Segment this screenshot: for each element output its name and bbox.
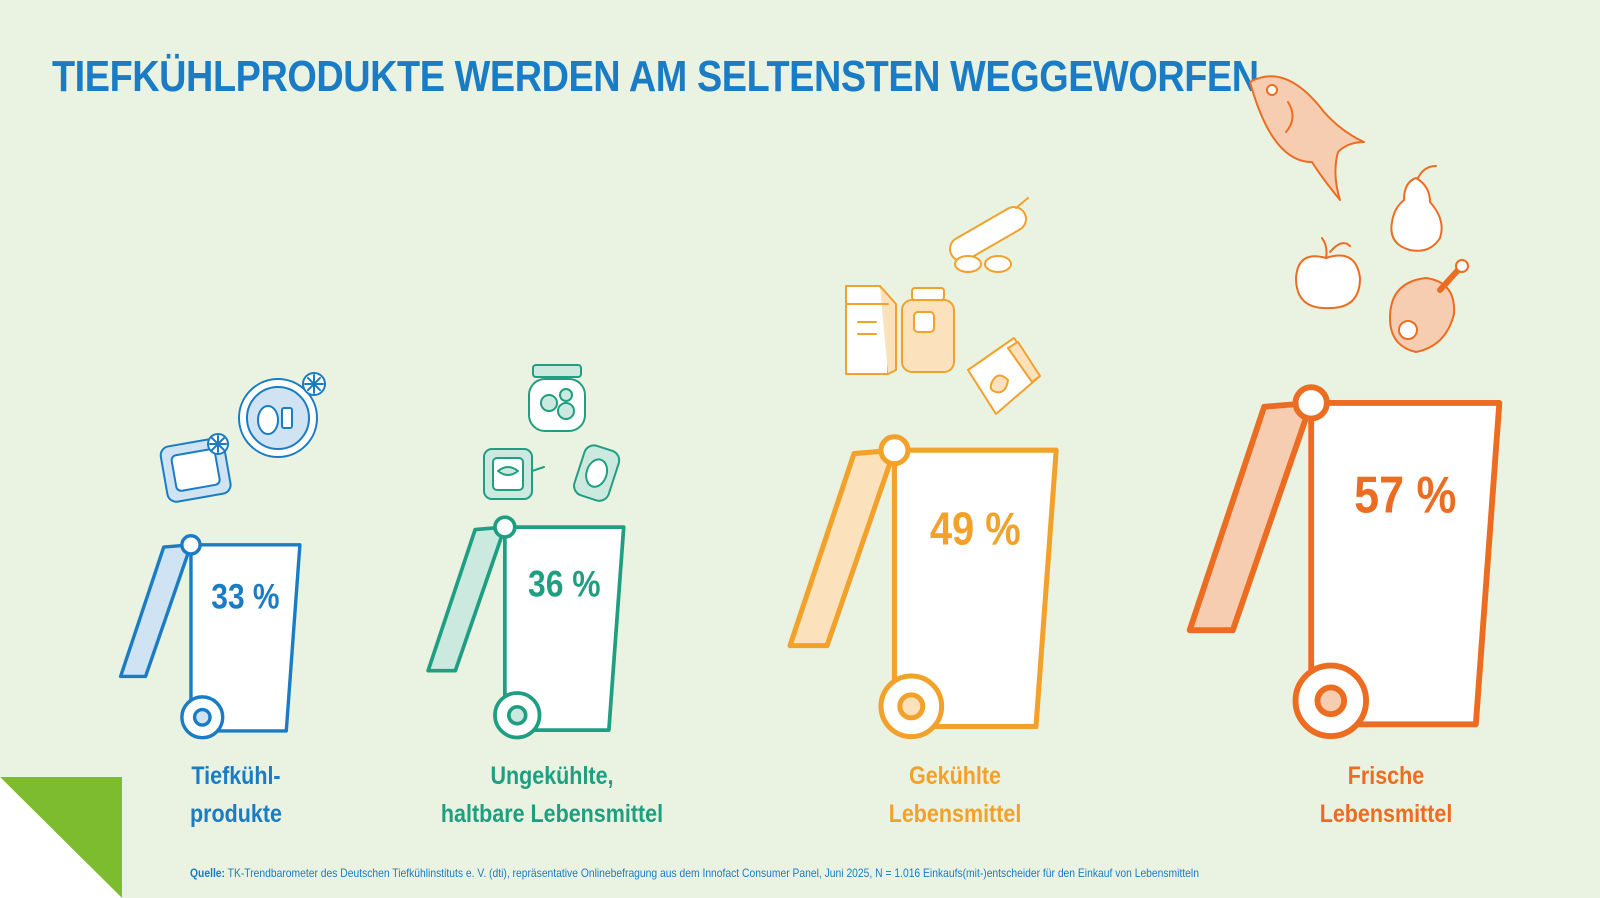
source-text: TK-Trendbarometer des Deutschen Tiefkühl… [227, 866, 1199, 880]
yogurt-cup-icon [967, 337, 1041, 415]
bin-hinge [180, 534, 202, 556]
category-label-line: Lebensmittel [888, 800, 1022, 828]
soda-can-icon [573, 444, 621, 502]
bin-3 [787, 434, 1059, 740]
frozen-plate-icon [238, 372, 326, 458]
source-label: Quelle: [190, 866, 225, 880]
corner-triangle-decoration [0, 777, 122, 898]
bin-1 [118, 534, 302, 740]
category-label-line: Frische [1347, 762, 1425, 790]
bin-lid [1186, 399, 1315, 634]
milk-carton-icon [845, 285, 897, 375]
page-title: TIEFKÜHLPRODUKTE WERDEN AM SELTENSTEN WE… [52, 52, 1259, 101]
bin-body [189, 543, 302, 733]
bin-4 [1186, 384, 1503, 740]
category-label-line: Gekühlte [908, 762, 1002, 790]
bin-lid [118, 543, 193, 679]
apple-icon [1295, 237, 1361, 310]
juice-bottle-icon [901, 287, 955, 373]
ham-leg-icon [1389, 259, 1469, 353]
category-label: Tiefkühl-produkte [190, 757, 282, 833]
bin-body [503, 525, 626, 732]
category-label: Gekühlte Lebensmittel [889, 757, 1022, 833]
value-label: 33 % [211, 577, 279, 616]
bin-body [1308, 399, 1503, 728]
bin-2 [426, 515, 626, 740]
bin-hinge [1292, 384, 1330, 422]
category-label-line: produkte [190, 800, 282, 828]
bin-hinge [878, 434, 911, 467]
sausage-icon [949, 197, 1029, 273]
bin-wheel-hub [506, 704, 528, 726]
fish-icon [1249, 75, 1365, 201]
bin-wheel-hub [192, 707, 212, 727]
bin-lid [426, 525, 507, 673]
glass-jar-icon [528, 364, 586, 432]
category-label: Ungekühlte, haltbare Lebensmittel [441, 757, 663, 833]
bin-wheel-hub [1314, 684, 1348, 718]
source-note: Quelle: TK-Trendbarometer des Deutschen … [190, 866, 1199, 880]
category-label-line: Lebensmittel [1319, 800, 1453, 828]
value-label: 57 % [1354, 467, 1456, 525]
tin-can-icon [483, 448, 545, 500]
pear-icon [1390, 165, 1443, 252]
category-label-line: Tiefkühl- [191, 762, 281, 790]
bin-hinge [493, 515, 517, 539]
value-label: 36 % [528, 564, 601, 605]
category-label-line: Ungekühlte, [490, 762, 614, 790]
category-label: Frische Lebensmittel [1320, 757, 1453, 833]
bin-body [891, 447, 1059, 730]
frozen-meal-tray-icon [159, 433, 232, 503]
value-label: 49 % [930, 504, 1021, 555]
category-label-line: haltbare Lebensmittel [440, 800, 664, 828]
bin-wheel-hub [897, 692, 926, 721]
bin-lid [787, 447, 897, 649]
